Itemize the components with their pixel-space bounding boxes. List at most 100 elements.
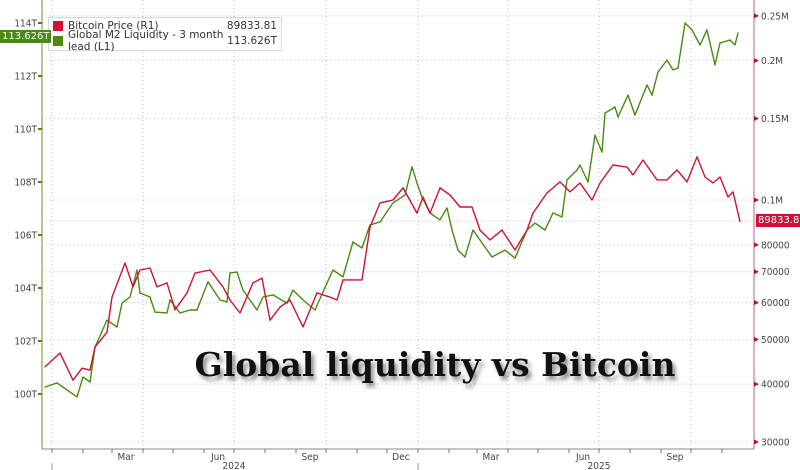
m2-data-point: [439, 219, 441, 221]
right-tick-mark: [754, 242, 759, 248]
legend-item-m2: Global M2 Liquidity - 3 month lead (L1) …: [49, 29, 281, 53]
x-tick-label: Jun: [210, 452, 225, 463]
m2-data-point: [737, 32, 739, 34]
m2-data-point: [504, 249, 506, 251]
bitcoin-data-point: [89, 369, 91, 371]
m2-data-point: [154, 311, 156, 313]
last-value-tag-m2: 113.626T: [0, 30, 52, 43]
m2-data-point: [332, 269, 334, 271]
m2-data-point: [262, 296, 264, 298]
right-tick-mark: [754, 13, 759, 19]
x-tick-label: Sep: [667, 452, 684, 463]
m2-data-point: [534, 222, 536, 224]
bitcoin-data-point: [712, 182, 714, 184]
m2-data-point: [129, 296, 131, 298]
legend-value: 113.626T: [227, 34, 277, 47]
bitcoin-data-point: [302, 326, 304, 328]
bitcoin-data-point: [632, 174, 634, 176]
m2-data-point: [604, 112, 606, 114]
bitcoin-data-point: [222, 286, 224, 288]
bitcoin-data-point: [569, 191, 571, 193]
m2-data-point: [326, 282, 328, 284]
bitcoin-data-point: [429, 212, 431, 214]
m2-data-point: [139, 292, 141, 294]
m2-liquidity-line: [44, 22, 739, 398]
m2-data-point: [672, 69, 674, 71]
m2-data-point: [207, 281, 209, 283]
m2-data-point: [651, 94, 653, 96]
bitcoin-data-point: [139, 269, 141, 271]
m2-data-point: [614, 106, 616, 108]
bitcoin-data-point: [422, 196, 424, 198]
m2-data-point: [657, 71, 659, 73]
m2-data-point: [189, 309, 191, 311]
bitcoin-data-point: [479, 229, 481, 231]
bitcoin-data-point: [704, 176, 706, 178]
legend-label: Bitcoin Price (R1): [68, 19, 159, 32]
bitcoin-data-point: [686, 181, 688, 183]
bitcoin-data-point: [471, 206, 473, 208]
bitcoin-data-point: [194, 272, 196, 274]
bitcoin-data-point: [166, 282, 168, 284]
m2-data-point: [479, 239, 481, 241]
m2-data-point: [677, 67, 679, 69]
right-tick-label: 0.1M: [761, 196, 783, 207]
right-tick-mark: [754, 116, 759, 122]
bitcoin-data-point: [316, 292, 318, 294]
x-tick-label: Mar: [483, 452, 500, 463]
m2-data-point: [566, 179, 568, 181]
right-tick-label: 80000: [761, 240, 790, 251]
m2-data-point: [587, 181, 589, 183]
right-tick-mark: [754, 58, 759, 64]
left-tick-label: 100T: [14, 390, 37, 401]
bitcoin-data-point: [514, 249, 516, 251]
bitcoin-data-point: [612, 164, 614, 166]
right-tick-label: 70000: [761, 267, 790, 278]
m2-data-point: [684, 22, 686, 24]
right-tick-label: 30000: [761, 438, 790, 449]
bitcoin-data-point: [739, 220, 741, 223]
bitcoin-data-point: [111, 296, 113, 298]
m2-data-point: [302, 299, 304, 301]
bitcoin-data-point: [209, 269, 211, 271]
bitcoin-data-point: [489, 239, 491, 241]
m2-data-point: [179, 312, 181, 314]
bitcoin-data-point: [559, 181, 561, 183]
legend: Bitcoin Price (R1) 89833.81 Global M2 Li…: [48, 17, 282, 53]
bitcoin-data-point: [416, 212, 418, 214]
bitcoin-data-point: [676, 169, 678, 171]
bitcoin-data-point: [106, 331, 108, 333]
left-tick-label: 104T: [14, 284, 37, 295]
bitcoin-data-point: [599, 182, 601, 184]
m2-data-point: [166, 312, 168, 314]
m2-data-point: [491, 256, 493, 258]
x-tick-label: Mar: [118, 452, 135, 463]
right-tick-label: 0.15M: [761, 114, 789, 125]
m2-data-point: [617, 116, 619, 118]
x-year-label: 2024: [223, 461, 246, 470]
m2-data-point: [229, 272, 231, 274]
bitcoin-data-point: [229, 299, 231, 301]
m2-data-point: [666, 59, 668, 61]
bitcoin-data-point: [94, 346, 96, 348]
legend-swatch-bitcoin: [53, 20, 63, 31]
bitcoin-data-point: [44, 366, 46, 368]
m2-data-point: [44, 386, 46, 388]
bitcoin-data-point: [579, 182, 581, 184]
bitcoin-data-point: [132, 286, 134, 288]
bitcoin-data-point: [532, 212, 534, 214]
m2-data-point: [82, 376, 84, 378]
left-tick-label: 112T: [14, 72, 37, 83]
m2-data-point: [699, 44, 701, 46]
m2-data-point: [89, 381, 91, 383]
m2-data-point: [136, 269, 138, 271]
right-tick-label: 40000: [761, 380, 790, 391]
m2-data-point: [627, 94, 629, 96]
m2-data-point: [552, 212, 554, 214]
m2-data-point: [404, 194, 406, 196]
series-m2-liquidity: [44, 22, 739, 398]
bitcoin-data-point: [501, 229, 503, 231]
m2-data-point: [734, 44, 736, 46]
bitcoin-data-point: [336, 299, 338, 301]
m2-data-point: [472, 229, 474, 231]
